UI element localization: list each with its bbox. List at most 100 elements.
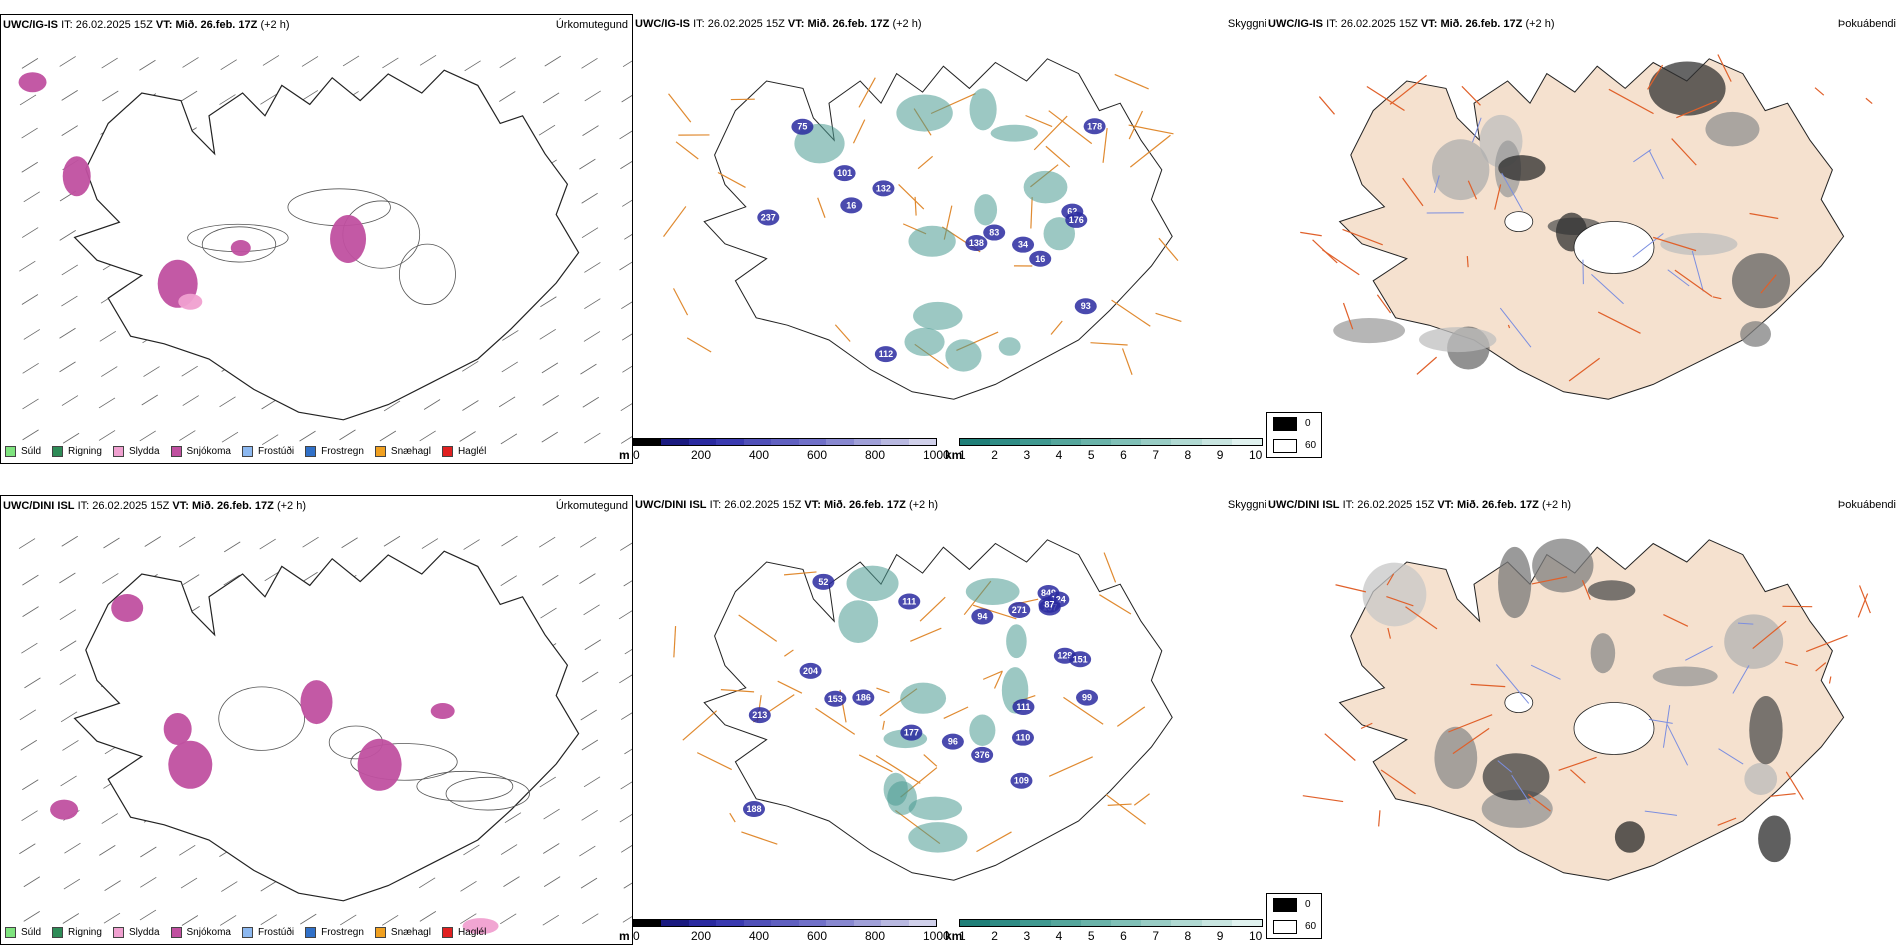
wind-barb	[179, 844, 196, 856]
wind-barb	[581, 57, 598, 69]
river	[1691, 250, 1704, 292]
colorbar-segment	[1050, 439, 1081, 445]
it-label: IT:	[77, 500, 90, 512]
sleet-precip-area	[178, 293, 203, 310]
wind-barb	[463, 539, 480, 550]
fog-field	[1744, 763, 1778, 795]
road	[1107, 803, 1132, 806]
road	[1568, 357, 1600, 382]
low-visibility-area	[1023, 170, 1068, 204]
wind-barb	[21, 294, 39, 305]
wind-barb	[223, 574, 240, 586]
road	[696, 752, 732, 771]
wind-barb	[23, 191, 40, 203]
fog-map-row2	[1302, 538, 1871, 881]
colorbar-tick-label: 8	[1184, 929, 1192, 943]
wind-barb	[619, 130, 632, 140]
wind-barb	[579, 573, 596, 584]
legend-item: Súld	[5, 927, 41, 938]
river	[1433, 175, 1440, 193]
legend-swatch	[441, 927, 453, 938]
wind-barb	[19, 843, 36, 855]
cloud-base-area	[757, 209, 780, 226]
wind-barb	[22, 606, 39, 617]
wind-barb	[623, 882, 632, 889]
road	[1300, 231, 1322, 237]
road	[1302, 795, 1344, 803]
wind-barb	[539, 776, 556, 788]
fog-field	[1648, 61, 1726, 116]
wind-barb	[181, 365, 198, 377]
river	[1633, 149, 1652, 163]
glacier	[1504, 692, 1534, 714]
wind-barb	[60, 711, 78, 723]
colorbar-segment	[634, 439, 662, 445]
visibility-label: Skyggni	[1227, 499, 1267, 511]
wind-barb	[21, 227, 39, 238]
wind-barb	[621, 333, 632, 341]
cloud-base-value: 16	[1035, 254, 1045, 264]
road	[1105, 794, 1146, 825]
wind-barb	[620, 781, 632, 790]
legend-item: Frostregn	[305, 927, 364, 938]
colorbar-segment	[908, 920, 936, 926]
cloud-base-value: 62	[1067, 207, 1077, 217]
road	[1865, 97, 1873, 105]
low-visibility-area	[965, 578, 1020, 605]
colorbar-tick-label: 400	[749, 448, 770, 462]
wind-barb	[99, 331, 117, 342]
wind-barb	[383, 400, 401, 412]
fog-field	[1333, 318, 1406, 344]
wind-barb	[341, 537, 358, 549]
legend-label: Snæhagl	[390, 927, 431, 938]
lead-time: (+2 h)	[892, 18, 922, 30]
wind-barb	[23, 911, 40, 922]
wind-barb	[23, 329, 41, 340]
road	[1099, 594, 1132, 615]
legend-swatch	[374, 927, 386, 938]
fog-legend-white-label: 60	[1305, 440, 1317, 451]
wind-barb	[502, 330, 519, 341]
river	[1511, 774, 1531, 805]
wind-barb	[383, 535, 401, 547]
wind-barb	[543, 876, 561, 887]
cloud-base-area	[812, 573, 835, 590]
road	[1387, 627, 1391, 639]
road	[1133, 793, 1150, 806]
legend-item: Haglél	[441, 927, 486, 938]
model-name: UWC/DINI ISL	[1268, 499, 1340, 511]
road	[1470, 683, 1506, 688]
cloud-base-value: 111	[1016, 702, 1030, 712]
wind-barb	[139, 59, 156, 71]
cloud-base-area	[833, 165, 856, 182]
cloud-base-value: 75	[797, 122, 807, 132]
wind-barb	[60, 775, 77, 787]
colorbar-segment	[1171, 920, 1202, 926]
wind-barb	[620, 542, 632, 551]
road	[1324, 733, 1356, 761]
wind-barb	[224, 541, 241, 553]
fog-field	[1434, 726, 1478, 789]
road	[1103, 552, 1117, 583]
wind-barb	[584, 639, 601, 651]
low-visibility-area	[846, 565, 899, 602]
road	[1608, 88, 1654, 115]
legend-label: Súld	[21, 446, 42, 457]
cloud-base-value: 849	[1041, 588, 1056, 598]
wind-barb	[581, 739, 599, 751]
wind-barb	[98, 397, 116, 409]
snow-precip-area	[300, 680, 333, 725]
wind-barb	[620, 712, 632, 720]
wind-barb	[21, 58, 39, 69]
colorbar-tick-label: 10	[1249, 448, 1263, 462]
river	[1732, 665, 1750, 694]
colorbar-segment	[661, 439, 689, 445]
legend-swatch	[5, 927, 16, 938]
legend-swatch	[52, 927, 64, 938]
cloud-base-area	[1012, 698, 1035, 715]
wind-barb	[580, 877, 598, 889]
fog-field	[1660, 232, 1738, 256]
wind-barb	[622, 199, 632, 207]
fog-panel-row1: UWC/IG-IS IT: 26.02.2025 15Z VT: Mið. 26…	[1266, 14, 1900, 464]
low-visibility-area	[908, 225, 956, 257]
